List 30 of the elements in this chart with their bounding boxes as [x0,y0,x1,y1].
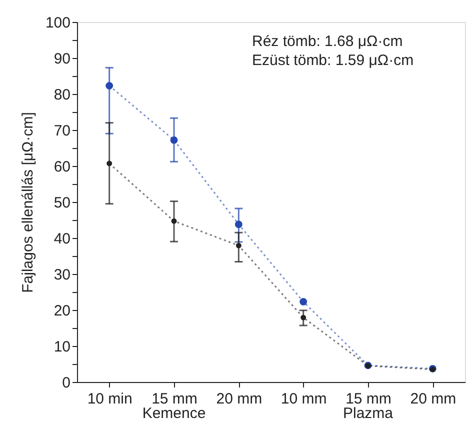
y-tick-label: 90 [54,50,70,68]
y-tick-label: 10 [54,338,70,356]
text: Plazma [342,405,394,422]
point [106,82,114,90]
point [236,242,242,248]
point [300,314,306,320]
x-tick-label: 15 mm [346,390,392,408]
x-tick-label: 20 mm [410,390,456,408]
point [300,298,308,306]
y-tick-label: 30 [54,266,70,284]
y-axis-title: Fajlagos ellenállás [μΩ·cm] [19,112,36,293]
y-tick-label: 50 [54,194,70,212]
point [234,220,242,228]
text: Kemence [142,405,206,422]
y-tick-label: 100 [45,14,70,32]
point [170,136,178,144]
y-tick-label: 40 [54,230,70,248]
x-tick-label: 15 mm [152,390,198,408]
y-tick-label: 0 [62,374,70,392]
point [106,160,112,166]
y-tick-label: 20 [54,302,70,320]
y-tick-label: 70 [54,122,70,140]
annotation: Ezüst tömb: 1.59 μΩ·cm [252,52,414,69]
y-tick-label: 60 [54,158,70,176]
x-tick-label: 10 mm [280,390,327,408]
x-tick-label: 20 mm [216,390,262,408]
x-tick-label: 10 min [87,390,132,408]
annotation: Réz tömb: 1.68 μΩ·cm [252,33,403,50]
y-tick-label: 80 [54,86,70,104]
point [171,218,177,224]
